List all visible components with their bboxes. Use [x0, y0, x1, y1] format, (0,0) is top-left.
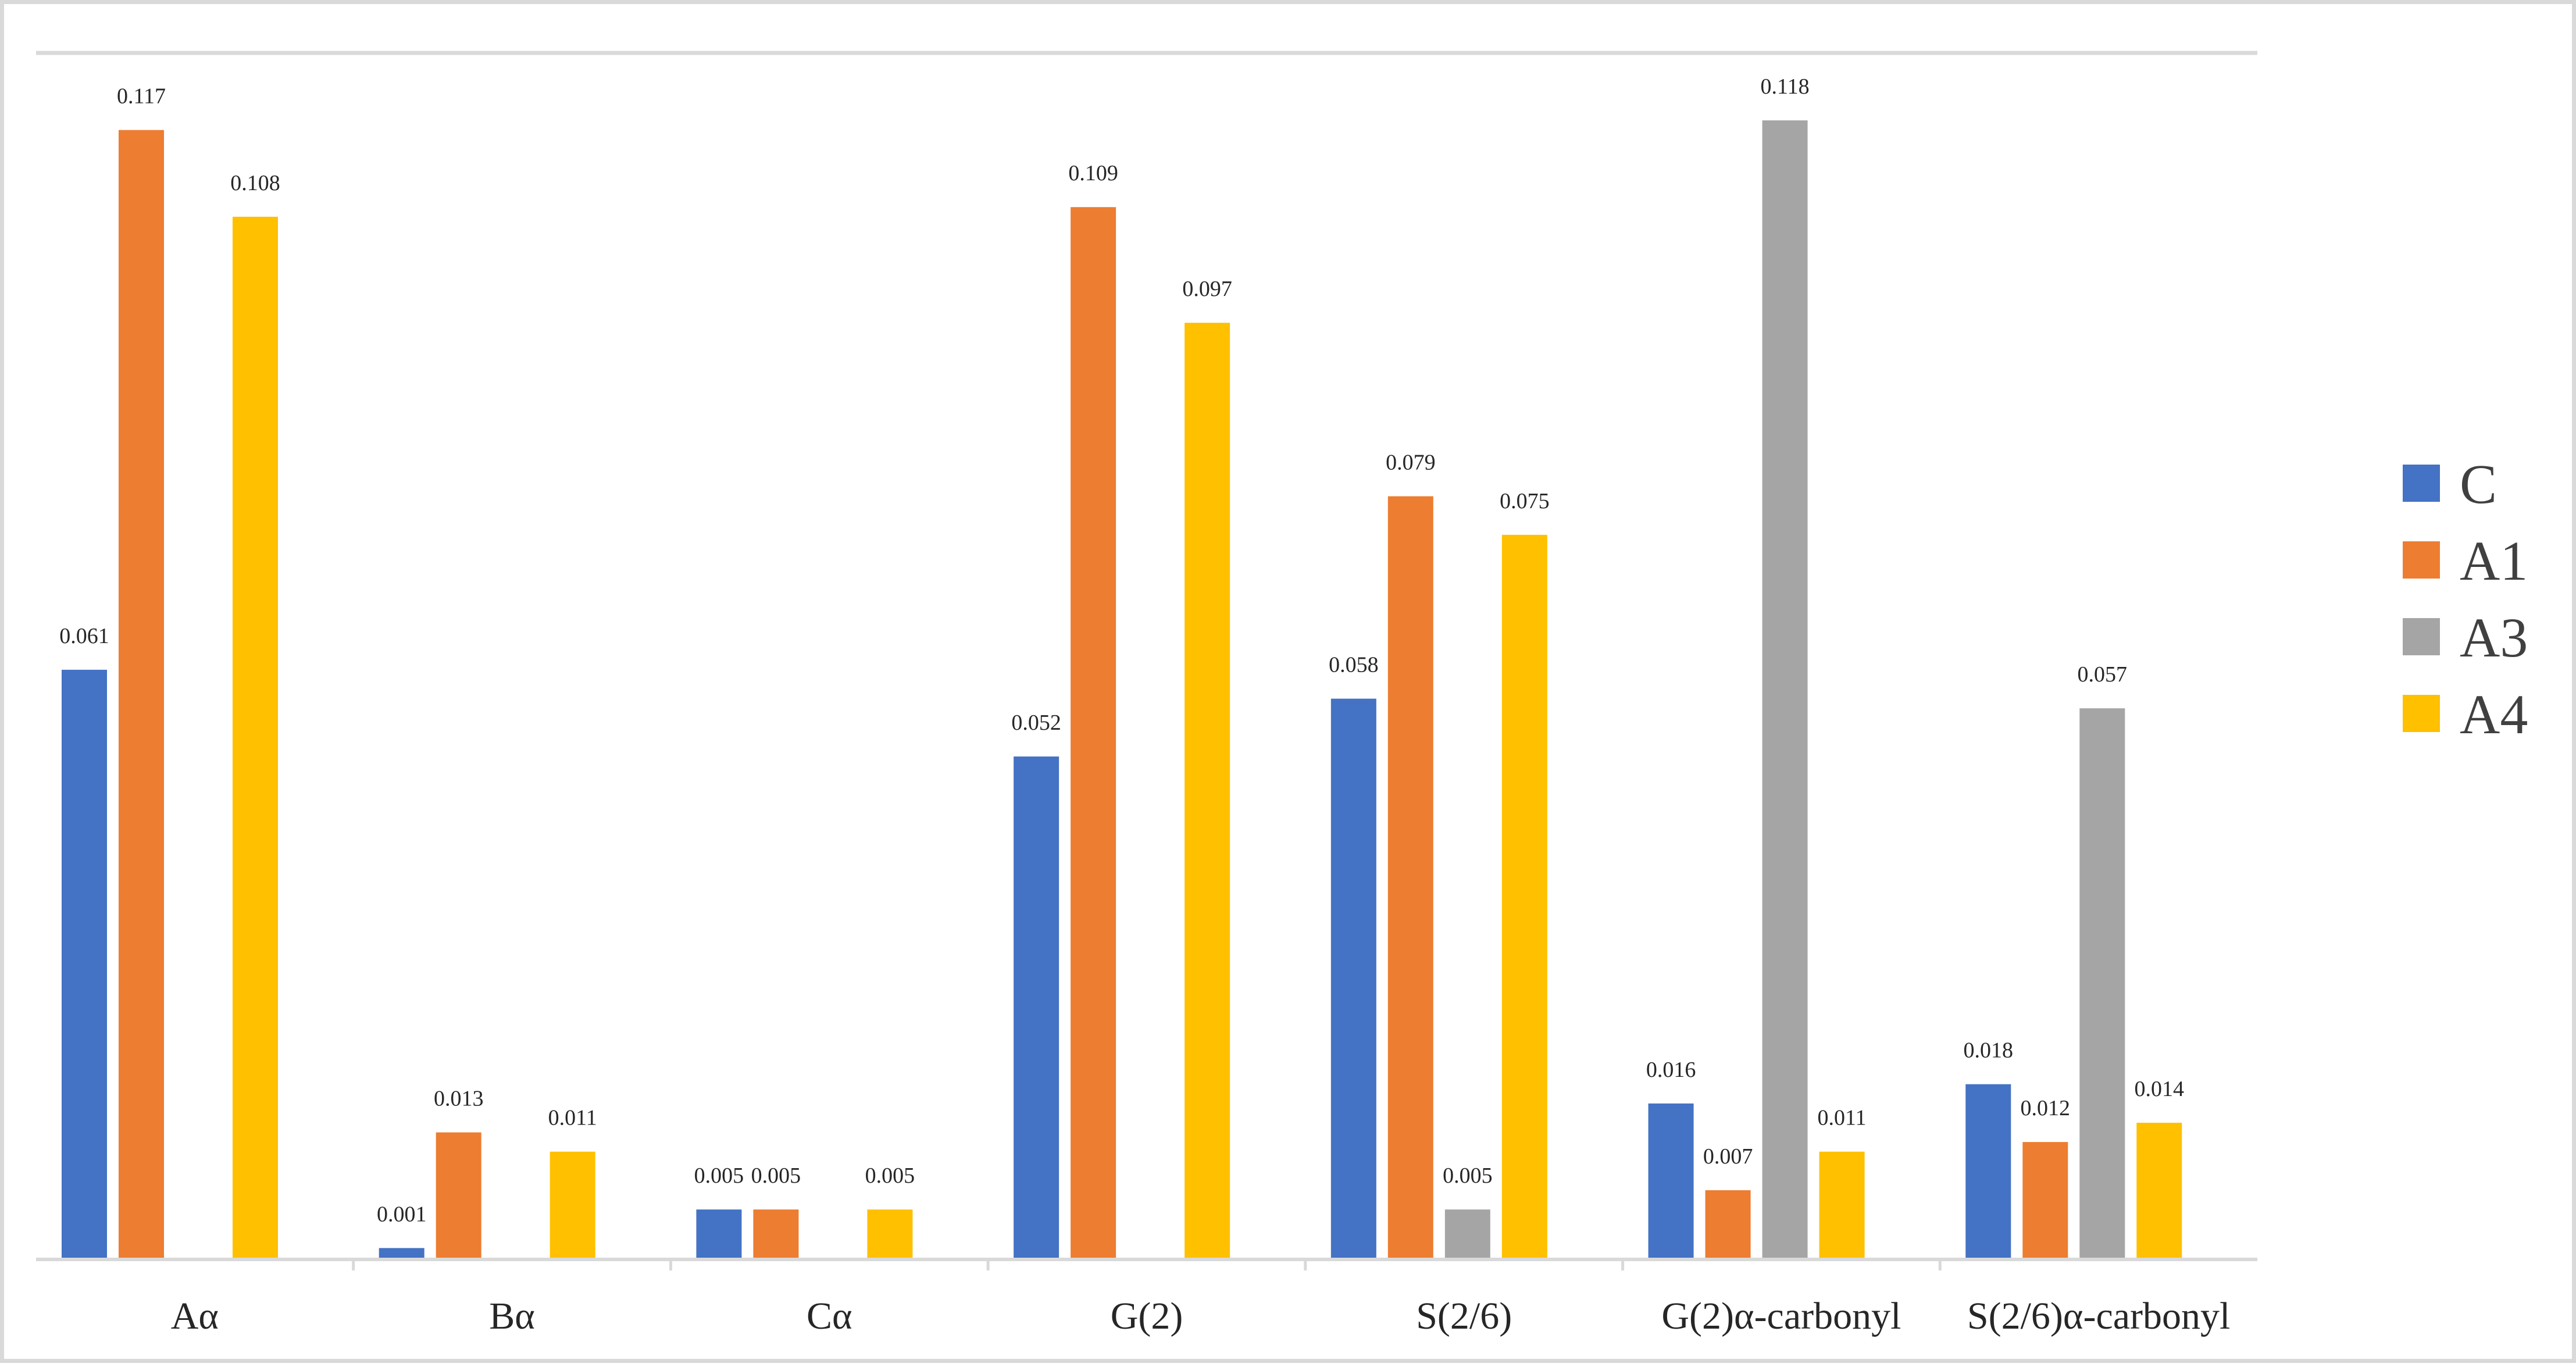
bar-a3-s-2-6-carbonyl	[2079, 708, 2125, 1258]
data-label-c-a: 0.061	[59, 624, 109, 648]
category-labels: Aα Bα Cα G(2) S(2/6) G(2)α-carbonyl S(2/6)α-ca…	[171, 1295, 2231, 1337]
data-labels: 0.061 0.117 0.108 0.001 0.013 0.011 0.005 0.005…	[59, 74, 2184, 1226]
bar-a4-g-2-carbonyl	[1819, 1151, 1865, 1258]
bars	[62, 120, 2182, 1258]
data-label-c-b: 0.001	[377, 1202, 427, 1226]
x-axis-ticks	[352, 1258, 1942, 1270]
legend-label-a4: A4	[2460, 683, 2528, 745]
bar-a1-b	[436, 1132, 481, 1258]
legend-label-a3: A3	[2460, 606, 2528, 669]
bar-a4-b	[550, 1151, 595, 1258]
data-label-a1-a: 0.117	[117, 84, 166, 109]
data-label-a1-g-2: 0.109	[1068, 161, 1118, 185]
data-label-c-s-2-6: 0.058	[1329, 653, 1379, 677]
category-label-s-2-6: S(2/6)	[1416, 1295, 1512, 1337]
category-label-a: Aα	[171, 1295, 219, 1337]
data-label-a1-b: 0.013	[434, 1087, 484, 1111]
category-label-c: Cα	[807, 1295, 852, 1337]
data-label-a4-s-2-6-carbonyl: 0.014	[2135, 1077, 2185, 1101]
bar-a4-s-2-6-carbonyl	[2136, 1122, 2182, 1258]
category-label-b: Bα	[489, 1295, 535, 1337]
bar-c-s-2-6-carbonyl	[1965, 1084, 2011, 1258]
legend-label-a1: A1	[2460, 530, 2528, 592]
legend: C A1 A3 A4	[2403, 453, 2528, 745]
legend-label-c: C	[2460, 453, 2497, 515]
bar-a4-s-2-6	[1501, 534, 1547, 1258]
data-label-a4-g-2: 0.097	[1182, 277, 1232, 301]
data-label-a4-s-2-6: 0.075	[1500, 489, 1550, 513]
bar-c-b	[379, 1248, 424, 1258]
bar-a4-a	[233, 216, 278, 1258]
bar-a1-c	[753, 1209, 799, 1258]
bar-a1-s-2-6	[1387, 496, 1433, 1258]
bar-c-c	[696, 1209, 742, 1258]
legend-swatch-c	[2403, 465, 2440, 502]
category-label-g-2-carbonyl: G(2)α-carbonyl	[1661, 1295, 1901, 1337]
bar-c-a	[62, 669, 107, 1258]
data-label-a4-c: 0.005	[865, 1163, 915, 1188]
bar-a1-a	[119, 130, 164, 1258]
data-label-a1-s-2-6: 0.079	[1386, 450, 1436, 474]
data-label-a3-g-2-carbonyl: 0.118	[1761, 74, 1810, 99]
data-label-a1-c: 0.005	[751, 1163, 801, 1188]
bar-a1-g-2	[1071, 207, 1116, 1258]
legend-swatch-a4	[2403, 695, 2440, 732]
category-label-s-2-6-carbonyl: S(2/6)α-carbonyl	[1967, 1295, 2230, 1337]
category-label-g-2: G(2)	[1111, 1295, 1183, 1337]
data-label-a4-a: 0.108	[230, 171, 280, 195]
data-label-a4-g-2-carbonyl: 0.011	[1818, 1106, 1867, 1130]
data-label-c-g-2-carbonyl: 0.016	[1646, 1058, 1696, 1082]
data-label-c-c: 0.005	[694, 1163, 744, 1188]
legend-swatch-a1	[2403, 541, 2440, 579]
bar-c-g-2-carbonyl	[1648, 1103, 1694, 1258]
bar-a4-c	[867, 1209, 913, 1258]
data-label-c-s-2-6-carbonyl: 0.018	[1964, 1038, 2014, 1063]
bar-a1-s-2-6-carbonyl	[2022, 1142, 2068, 1258]
data-label-a3-s-2-6: 0.005	[1443, 1163, 1493, 1188]
bar-a4-g-2	[1184, 323, 1230, 1258]
bar-a3-s-2-6	[1444, 1209, 1490, 1258]
bar-c-s-2-6	[1330, 698, 1376, 1258]
data-label-c-g-2: 0.052	[1011, 711, 1061, 735]
legend-swatch-a3	[2403, 618, 2440, 655]
data-label-a3-s-2-6-carbonyl: 0.057	[2078, 662, 2128, 687]
bar-a3-g-2-carbonyl	[1762, 120, 1808, 1258]
bar-a1-g-2-carbonyl	[1705, 1190, 1751, 1258]
data-label-a4-b: 0.011	[548, 1106, 597, 1130]
bar-chart: 0.061 0.117 0.108 0.001 0.013 0.011 0.005 0.005…	[36, 51, 2528, 1337]
data-label-a1-s-2-6-carbonyl: 0.012	[2021, 1096, 2071, 1120]
data-label-a1-g-2-carbonyl: 0.007	[1703, 1144, 1753, 1169]
bar-c-g-2	[1014, 756, 1059, 1258]
